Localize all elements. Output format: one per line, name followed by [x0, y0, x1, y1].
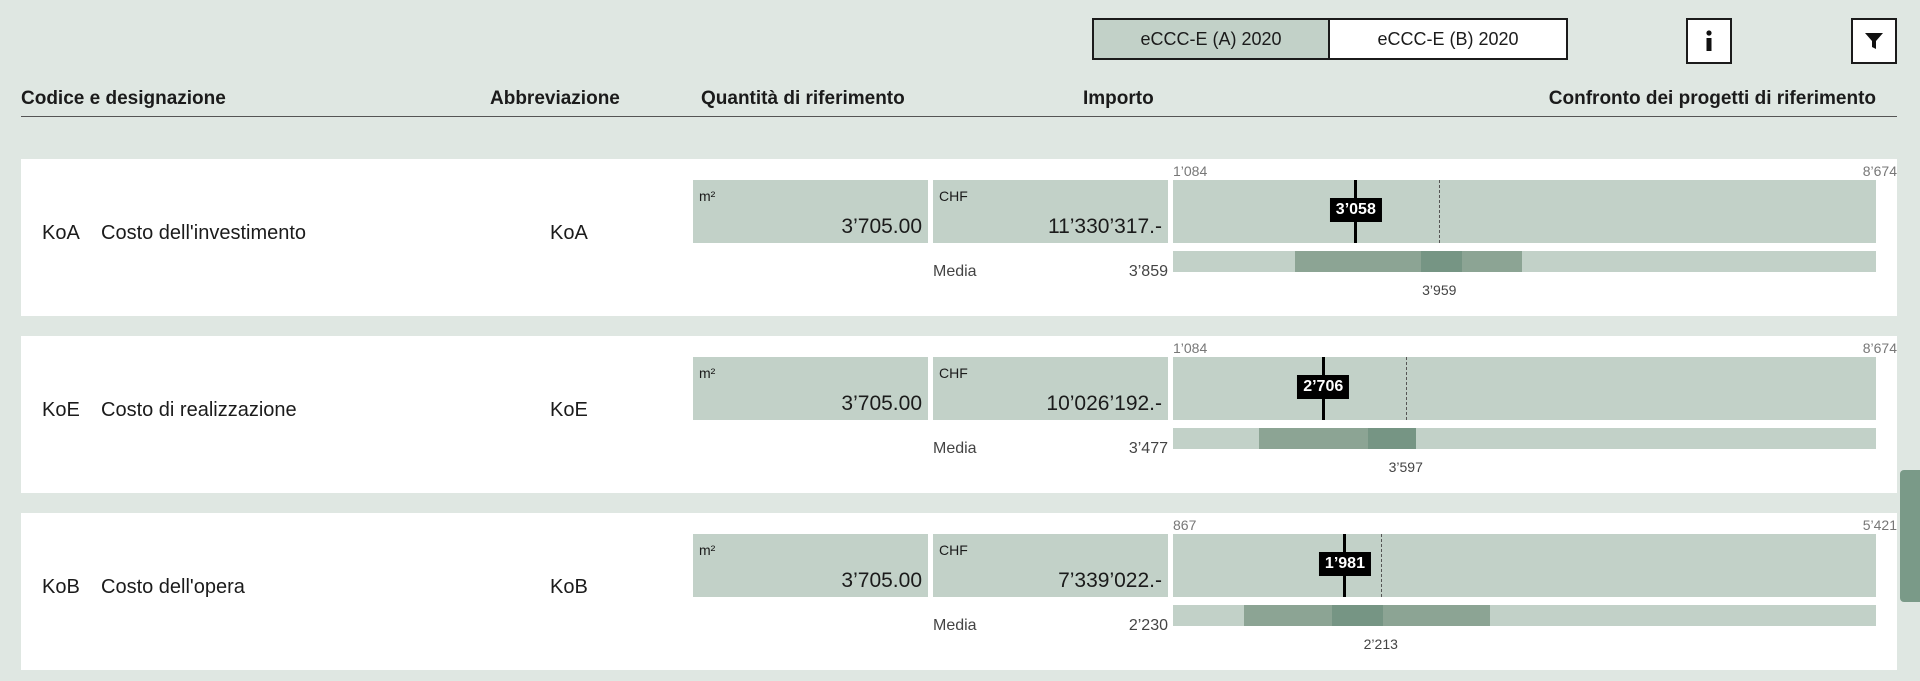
tab-ecccea-2020[interactable]: eCCC-E (A) 2020: [1094, 20, 1330, 58]
distribution-bar: [1173, 605, 1876, 626]
amount-box: CHF 7’339’022.-: [933, 534, 1168, 597]
quantity-box: m² 3’705.00: [693, 357, 928, 420]
scale-min-label: 1’084: [1173, 163, 1208, 179]
info-icon: [1706, 30, 1712, 51]
amount-value: 7’339’022.-: [1058, 569, 1162, 592]
header-code: Codice e designazione: [21, 88, 226, 109]
header-compare: Confronto dei progetti di riferimento: [1548, 88, 1876, 109]
distribution-core: [1332, 605, 1384, 626]
quantity-unit: m²: [699, 365, 716, 381]
cost-row-koa[interactable]: KoA Costo dell'investimento KoA m² 3’705…: [21, 159, 1897, 316]
average-line: [1405, 357, 1407, 420]
project-marker-label: 2’706: [1297, 375, 1350, 399]
media-value: 3’859: [1128, 263, 1168, 280]
row-code: KoB: [42, 576, 80, 598]
scale-max-label: 5’421: [1862, 517, 1897, 533]
media-value: 2’230: [1128, 617, 1168, 634]
scale-min-label: 867: [1173, 517, 1197, 533]
row-abbr: KoB: [550, 576, 588, 598]
row-name: Costo dell'investimento: [101, 222, 307, 244]
quantity-value: 3’705.00: [841, 392, 922, 415]
amount-unit: CHF: [939, 365, 968, 381]
row-name: Costo di realizzazione: [101, 399, 297, 421]
comparison-bar: 3’058: [1173, 180, 1876, 243]
average-label: 2’213: [1363, 636, 1398, 652]
norm-tab-group: eCCC-E (A) 2020 eCCC-E (B) 2020: [1092, 18, 1568, 60]
media-label: Media: [933, 617, 977, 634]
header-amount: Importo: [1083, 88, 1154, 109]
tab-ecceeb-2020[interactable]: eCCC-E (B) 2020: [1330, 20, 1566, 58]
media-label: Media: [933, 263, 977, 280]
average-line: [1439, 180, 1441, 243]
distribution-bar: [1173, 428, 1876, 449]
row-abbr: KoA: [550, 222, 588, 244]
comparison-bar: 1’981: [1173, 534, 1876, 597]
filter-icon: [1865, 33, 1883, 49]
media-label: Media: [933, 440, 977, 457]
row-code: KoE: [42, 399, 80, 421]
quantity-box: m² 3’705.00: [693, 534, 928, 597]
scale-max-label: 8’674: [1862, 163, 1897, 179]
info-button[interactable]: [1686, 18, 1732, 64]
cost-row-koe[interactable]: KoE Costo di realizzazione KoE m² 3’705.…: [21, 336, 1897, 493]
toolbar: eCCC-E (A) 2020 eCCC-E (B) 2020: [0, 18, 1920, 64]
scale-max-label: 8’674: [1862, 340, 1897, 356]
average-label: 3’959: [1422, 282, 1457, 298]
row-code: KoA: [42, 222, 80, 244]
amount-unit: CHF: [939, 542, 968, 558]
distribution-core: [1368, 428, 1417, 449]
quantity-unit: m²: [699, 188, 716, 204]
distribution-core: [1420, 251, 1462, 272]
header-abbr: Abbreviazione: [490, 88, 620, 109]
quantity-box: m² 3’705.00: [693, 180, 928, 243]
amount-value: 11’330’317.-: [1047, 215, 1162, 238]
header-qty: Quantità di riferimento: [701, 88, 905, 109]
quantity-value: 3’705.00: [841, 215, 922, 238]
project-marker-label: 3’058: [1329, 198, 1382, 222]
media-value: 3’477: [1128, 440, 1168, 457]
distribution-range: [1294, 251, 1522, 272]
side-panel-tab[interactable]: [1900, 470, 1920, 602]
amount-box: CHF 10’026’192.-: [933, 357, 1168, 420]
cost-row-kob[interactable]: KoB Costo dell'opera KoB m² 3’705.00 CHF…: [21, 513, 1897, 670]
row-abbr: KoE: [550, 399, 588, 421]
amount-unit: CHF: [939, 188, 968, 204]
distribution-range: [1258, 428, 1369, 449]
amount-box: CHF 11’330’317.-: [933, 180, 1168, 243]
distribution-bar: [1173, 251, 1876, 272]
average-label: 3’597: [1388, 459, 1423, 475]
amount-value: 10’026’192.-: [1046, 392, 1162, 415]
average-line: [1380, 534, 1382, 597]
row-name: Costo dell'opera: [101, 576, 245, 598]
filter-button[interactable]: [1851, 18, 1897, 64]
comparison-bar: 2’706: [1173, 357, 1876, 420]
quantity-value: 3’705.00: [841, 569, 922, 592]
project-marker-label: 1’981: [1318, 552, 1371, 576]
quantity-unit: m²: [699, 542, 716, 558]
scale-min-label: 1’084: [1173, 340, 1208, 356]
column-headers: Codice e designazione Abbreviazione Quan…: [21, 86, 1897, 117]
